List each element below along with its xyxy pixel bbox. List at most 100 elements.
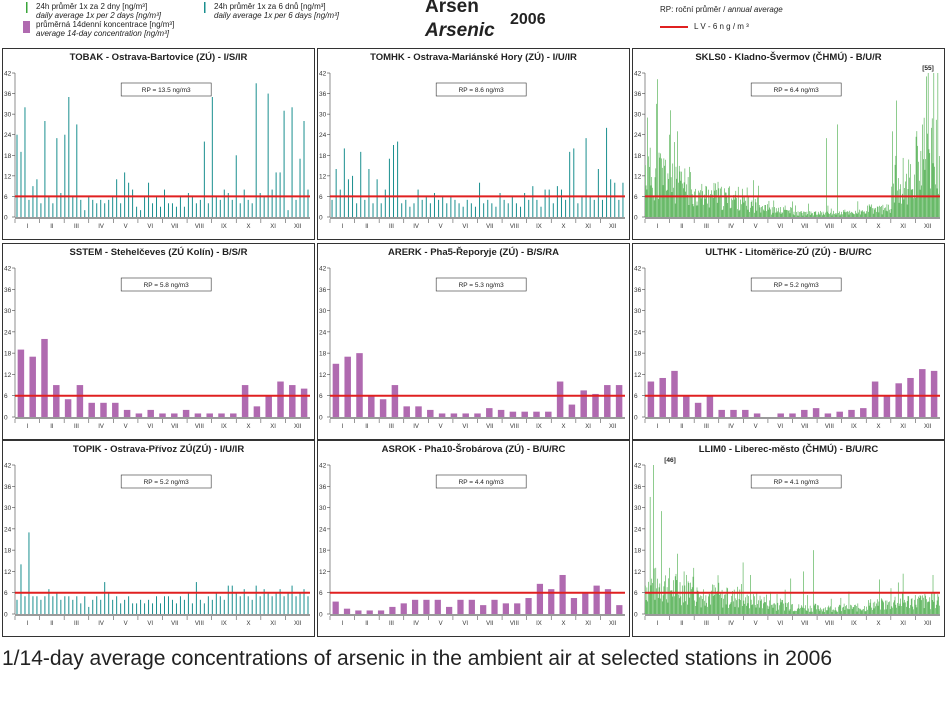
- data-bar: [842, 214, 843, 217]
- data-bar: [758, 185, 759, 217]
- data-bar: [793, 611, 795, 614]
- data-bar: [263, 589, 265, 614]
- data-bar: [734, 606, 736, 614]
- data-bar: [726, 587, 728, 614]
- data-bar: [732, 591, 733, 614]
- data-bar: [657, 597, 659, 614]
- data-bar: [788, 602, 789, 614]
- month-label: II: [680, 424, 684, 430]
- data-bar: [902, 593, 903, 614]
- data-bar: [742, 562, 744, 614]
- data-bar: [873, 208, 875, 217]
- month-label: VII: [486, 621, 494, 627]
- data-bar: [725, 594, 726, 614]
- data-bar: [364, 199, 366, 217]
- data-bar: [733, 199, 735, 217]
- data-bar: [581, 196, 583, 217]
- data-bar: [855, 212, 857, 217]
- chart-panel-tobak: TOBAK - Ostrava-Bartovice (ZÚ) - I/S/IR 0…: [2, 48, 315, 240]
- data-bar: [777, 602, 779, 614]
- data-bar: [860, 210, 862, 217]
- data-bar: [731, 198, 733, 217]
- data-bar: [701, 183, 703, 217]
- data-bar: [838, 213, 839, 217]
- data-bar: [502, 603, 509, 614]
- data-bar: [747, 209, 749, 217]
- data-bar: [377, 610, 385, 614]
- month-label: II: [365, 224, 369, 230]
- y-tick-label: 0: [4, 415, 8, 422]
- data-bar: [884, 208, 885, 217]
- data-bar: [507, 203, 509, 217]
- data-bar: [380, 203, 382, 217]
- data-bar: [40, 203, 42, 217]
- data-bar: [818, 609, 820, 614]
- data-bar: [788, 210, 790, 217]
- data-bar: [411, 599, 419, 614]
- data-bar: [108, 592, 110, 614]
- data-bar: [761, 206, 762, 217]
- data-bar: [781, 212, 783, 217]
- data-bar: [725, 192, 726, 217]
- data-bar: [821, 609, 822, 614]
- data-bar: [425, 196, 427, 217]
- data-bar: [744, 197, 745, 217]
- data-bar: [783, 603, 784, 614]
- rp-legend-en: annual average: [727, 5, 783, 14]
- data-bar: [556, 186, 558, 217]
- rp-annotation: RP = 5.3 ng/m3: [435, 277, 527, 292]
- y-tick-label: 24: [634, 132, 642, 139]
- chart-svg: ARERK - Pha5-Řeporyje (ZÚ) - B/S/RA 0 6 12 1…: [319, 246, 625, 430]
- data-bar: [911, 189, 913, 217]
- y-tick-label: 24: [4, 132, 12, 139]
- data-bar: [179, 196, 181, 217]
- data-bar: [705, 595, 707, 614]
- data-bar: [156, 596, 158, 614]
- data-bar: [241, 385, 249, 417]
- data-bar: [722, 209, 724, 217]
- month-label: V: [754, 424, 758, 430]
- data-bar: [797, 211, 799, 217]
- y-tick-label: 30: [4, 112, 12, 119]
- data-bar: [733, 195, 734, 217]
- data-bar: [128, 596, 130, 614]
- data-bar: [230, 413, 237, 417]
- data-bar: [768, 200, 770, 217]
- data-bar: [699, 190, 701, 217]
- data-bar: [68, 97, 70, 217]
- data-bar: [714, 190, 716, 217]
- data-bar: [708, 596, 709, 614]
- data-bar: [384, 189, 386, 217]
- data-bar: [728, 607, 729, 614]
- month-label: I: [26, 224, 28, 230]
- data-bar: [760, 600, 762, 614]
- data-bar: [884, 609, 885, 614]
- data-bar: [864, 211, 865, 217]
- month-label: XI: [270, 224, 276, 230]
- chart-svg: ULTHK - Litoměřice-ZÚ (ZÚ) - B/U/RC 0 6 12 1…: [634, 246, 940, 430]
- data-bar: [699, 595, 701, 614]
- data-bar: [838, 606, 839, 614]
- data-bar: [686, 574, 687, 614]
- month-label: I: [26, 424, 28, 430]
- data-bar: [160, 603, 162, 614]
- data-bar: [84, 596, 86, 614]
- month-label: VI: [462, 424, 468, 430]
- data-bar: [569, 151, 571, 217]
- data-bar: [474, 206, 476, 217]
- data-bar: [900, 598, 901, 614]
- data-bar: [871, 381, 879, 417]
- data-bar: [858, 212, 859, 217]
- data-bar: [60, 599, 62, 614]
- data-bar: [889, 609, 891, 614]
- data-bar: [678, 165, 680, 217]
- data-bar: [826, 610, 827, 614]
- data-bar: [659, 583, 661, 614]
- data-bar: [885, 210, 887, 217]
- data-bar: [886, 600, 888, 614]
- data-bar: [80, 199, 82, 217]
- data-bar: [764, 602, 766, 614]
- data-bar: [568, 404, 576, 417]
- data-bar: [778, 609, 779, 614]
- legend-14d-en: average 14-day concentration [ng/m³]: [36, 29, 169, 38]
